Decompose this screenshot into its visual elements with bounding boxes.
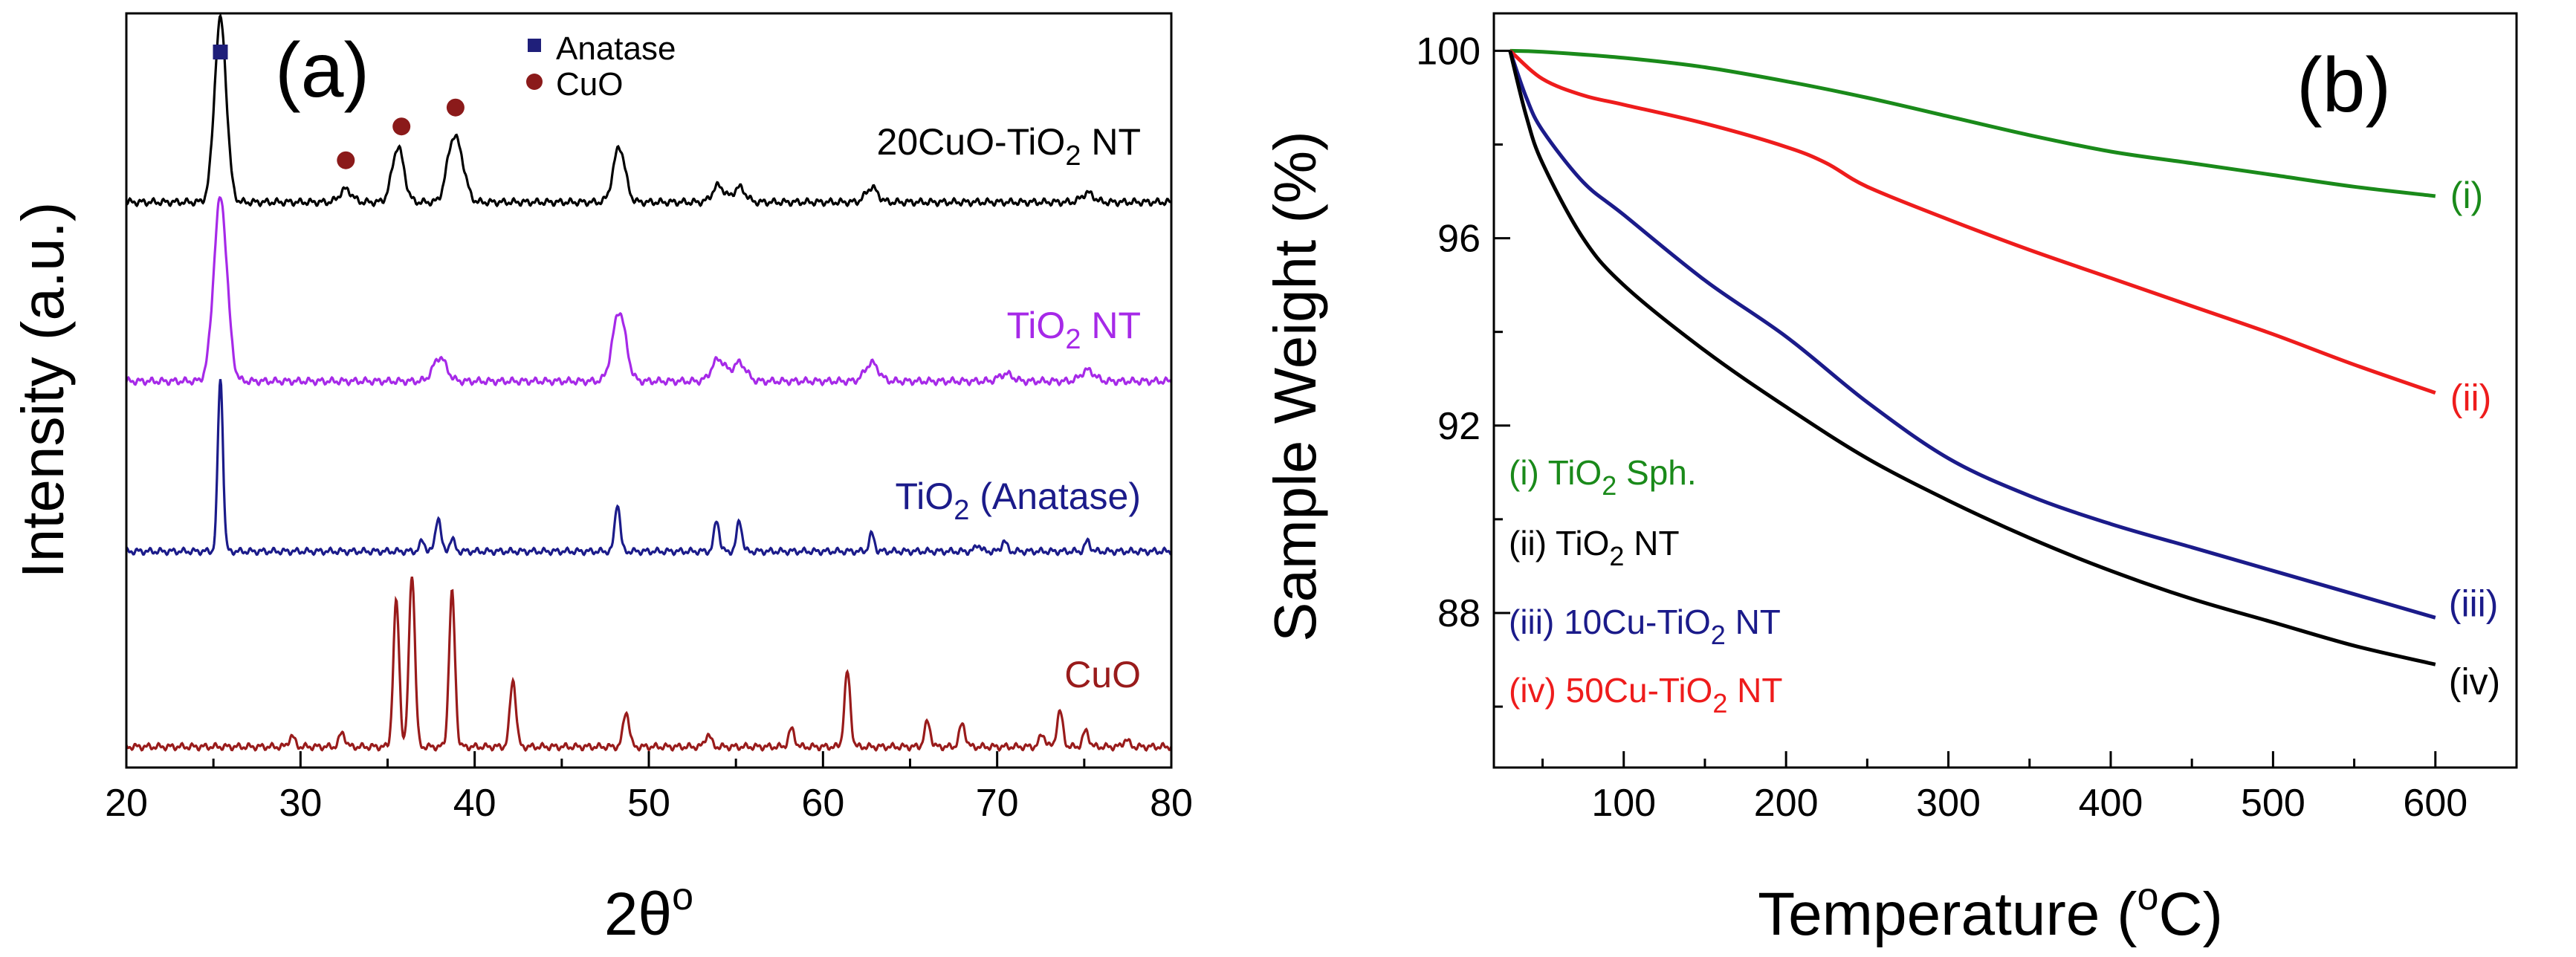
panel-label-a: (a) — [275, 27, 369, 114]
cuo-peak-marker — [337, 151, 355, 169]
x-tick-label-a: 80 — [1150, 782, 1193, 825]
legend-marker-anatase — [528, 39, 541, 52]
end-label-iii: (iii) — [2449, 583, 2499, 624]
x-axis-label-a: 2θo — [604, 875, 693, 948]
panel-a-xrd: 20CuO-TiO2 NT TiO2 NT TiO2 (Anatase) CuO… — [10, 12, 1193, 948]
series-label-tio2-anatase: TiO2 (Anatase) — [896, 476, 1142, 526]
tga-curves — [1508, 48, 2436, 666]
x-tick-label-a: 70 — [976, 782, 1019, 825]
legend-a: Anatase CuO — [526, 30, 676, 103]
x-tick-label-b: 100 — [1591, 782, 1656, 825]
panel-label-b: (b) — [2297, 42, 2391, 129]
end-label-ii: (ii) — [2450, 377, 2492, 419]
xrd-trace-cuo — [125, 577, 1173, 752]
legend-label-anatase: Anatase — [556, 30, 676, 67]
y-tick-label-b: 92 — [1437, 405, 1480, 448]
x-tick-label-b: 300 — [1916, 782, 1981, 825]
legend-label-cuo: CuO — [556, 66, 623, 103]
tga-curve-iii — [1508, 50, 2436, 620]
x-tick-label-b: 400 — [2079, 782, 2143, 825]
legend-label-iv: (iv) 50Cu-TiO2 NT — [1509, 671, 1782, 718]
tga-curve-ii — [1509, 49, 2436, 395]
x-axis-ticks-b: 100 200 300 400 500 600 — [1541, 751, 2518, 825]
x-tick-label-a: 20 — [105, 782, 148, 825]
xrd-traces — [125, 13, 1173, 752]
cuo-peak-marker — [392, 117, 411, 136]
y-axis-label-b: Sample Weight (%) — [1262, 131, 1328, 642]
x-tick-label-a: 30 — [279, 782, 322, 825]
x-tick-label-b: 200 — [1754, 782, 1819, 825]
legend-label-iii: (iii) 10Cu-TiO2 NT — [1509, 603, 1781, 650]
anatase-peak-marker — [213, 45, 228, 59]
xrd-peak-markers — [213, 45, 465, 169]
series-label-cuo: CuO — [1064, 654, 1141, 695]
x-axis-label-b: Temperature (oC) — [1758, 875, 2223, 948]
legend-b: (i) TiO2 Sph. (ii) TiO2 NT (iii) 10Cu-Ti… — [1509, 453, 1782, 718]
x-tick-label-a: 50 — [627, 782, 670, 825]
legend-label-i: (i) TiO2 Sph. — [1509, 453, 1697, 501]
tga-curve-i — [1509, 48, 2436, 198]
tga-curve-iv — [1508, 50, 2436, 666]
xrd-trace-20cuo-tio2-nt — [126, 13, 1172, 208]
y-tick-label-b: 96 — [1437, 218, 1480, 261]
end-label-iv: (iv) — [2449, 661, 2500, 702]
end-label-i: (i) — [2450, 175, 2483, 216]
y-tick-label-b: 100 — [1416, 30, 1480, 73]
x-tick-label-a: 40 — [453, 782, 496, 825]
y-axis-ticks-b: 88 92 96 100 — [1416, 30, 1510, 708]
legend-label-ii: (ii) TiO2 NT — [1509, 524, 1680, 571]
x-tick-label-b: 600 — [2403, 782, 2467, 825]
tga-end-labels: (i) (ii) (iii) (iv) — [2449, 175, 2500, 702]
plot-frame-b — [1492, 12, 2518, 769]
x-tick-label-a: 60 — [801, 782, 844, 825]
legend-marker-cuo — [526, 74, 543, 90]
cuo-peak-marker — [446, 98, 465, 117]
series-label-tio2-nt: TiO2 NT — [1007, 305, 1141, 355]
x-axis-ticks-a: 20 30 40 50 60 70 80 — [105, 751, 1193, 825]
y-tick-label-b: 88 — [1437, 592, 1480, 635]
series-label-20cuo-tio2-nt: 20CuO-TiO2 NT — [877, 121, 1141, 172]
xrd-series-labels: 20CuO-TiO2 NT TiO2 NT TiO2 (Anatase) CuO — [877, 121, 1141, 695]
xrd-trace-tio2-nt — [125, 195, 1173, 387]
xrd-trace-tio2-anatase — [126, 379, 1172, 557]
x-tick-label-b: 500 — [2241, 782, 2305, 825]
panel-b-tga: (i) (ii) (iii) (iv) 100 200 300 400 500 600 88 92… — [1262, 12, 2518, 948]
y-axis-label-a: Intensity (a.u.) — [10, 202, 76, 579]
